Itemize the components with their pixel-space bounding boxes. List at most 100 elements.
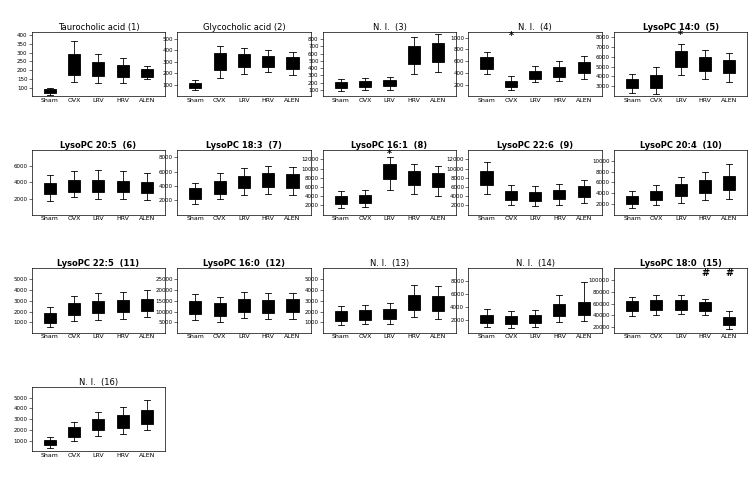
PathPatch shape <box>262 173 274 187</box>
PathPatch shape <box>699 180 711 193</box>
Text: #: # <box>725 267 733 278</box>
PathPatch shape <box>481 171 493 185</box>
PathPatch shape <box>190 83 202 88</box>
PathPatch shape <box>92 419 105 430</box>
PathPatch shape <box>335 196 347 204</box>
PathPatch shape <box>335 82 347 88</box>
PathPatch shape <box>141 299 153 311</box>
Title: LysoPC 20:4  (10): LysoPC 20:4 (10) <box>640 141 722 150</box>
Title: Taurocholic acid (1): Taurocholic acid (1) <box>58 22 139 32</box>
PathPatch shape <box>262 300 274 313</box>
PathPatch shape <box>578 62 590 73</box>
PathPatch shape <box>505 191 517 200</box>
PathPatch shape <box>723 176 735 190</box>
PathPatch shape <box>287 58 299 69</box>
PathPatch shape <box>578 303 590 315</box>
PathPatch shape <box>117 181 129 192</box>
PathPatch shape <box>214 53 226 70</box>
PathPatch shape <box>117 65 129 77</box>
PathPatch shape <box>723 317 735 325</box>
PathPatch shape <box>626 79 638 88</box>
PathPatch shape <box>481 57 493 69</box>
PathPatch shape <box>238 299 250 312</box>
PathPatch shape <box>44 89 56 93</box>
PathPatch shape <box>238 176 250 188</box>
PathPatch shape <box>699 303 711 311</box>
PathPatch shape <box>359 310 371 320</box>
PathPatch shape <box>650 75 663 88</box>
Title: N. I.  (4): N. I. (4) <box>518 22 552 32</box>
PathPatch shape <box>650 300 663 310</box>
PathPatch shape <box>384 164 396 179</box>
PathPatch shape <box>408 45 420 64</box>
PathPatch shape <box>117 300 129 312</box>
Title: N. I.  (13): N. I. (13) <box>370 259 409 268</box>
PathPatch shape <box>553 305 566 316</box>
PathPatch shape <box>214 181 226 194</box>
PathPatch shape <box>384 81 396 86</box>
PathPatch shape <box>68 304 80 315</box>
PathPatch shape <box>190 188 202 199</box>
PathPatch shape <box>626 301 638 311</box>
PathPatch shape <box>92 301 105 313</box>
PathPatch shape <box>626 196 638 203</box>
PathPatch shape <box>529 192 541 201</box>
PathPatch shape <box>359 81 371 87</box>
PathPatch shape <box>408 171 420 185</box>
PathPatch shape <box>68 54 80 75</box>
Title: N. I.  (16): N. I. (16) <box>79 378 118 386</box>
PathPatch shape <box>214 303 226 316</box>
PathPatch shape <box>68 427 80 437</box>
PathPatch shape <box>44 183 56 194</box>
Title: N. I.  (3): N. I. (3) <box>372 22 407 32</box>
PathPatch shape <box>699 57 711 71</box>
PathPatch shape <box>529 315 541 323</box>
PathPatch shape <box>675 300 687 309</box>
Title: Glycocholic acid (2): Glycocholic acid (2) <box>202 22 285 32</box>
PathPatch shape <box>92 62 105 76</box>
PathPatch shape <box>432 173 444 187</box>
PathPatch shape <box>578 186 590 198</box>
PathPatch shape <box>238 54 250 67</box>
Title: LysoPC 20:5  (6): LysoPC 20:5 (6) <box>60 141 136 150</box>
Title: LysoPC 22:5  (11): LysoPC 22:5 (11) <box>57 259 139 268</box>
Text: *: * <box>387 149 392 159</box>
PathPatch shape <box>44 313 56 323</box>
PathPatch shape <box>141 410 153 424</box>
PathPatch shape <box>408 295 420 310</box>
Title: LysoPC 18:0  (15): LysoPC 18:0 (15) <box>640 259 722 268</box>
PathPatch shape <box>44 440 56 446</box>
Title: LysoPC 22:6  (9): LysoPC 22:6 (9) <box>497 141 573 150</box>
PathPatch shape <box>675 184 687 196</box>
PathPatch shape <box>359 195 371 203</box>
Title: LysoPC 16:1  (8): LysoPC 16:1 (8) <box>351 141 428 150</box>
Title: LysoPC 18:3  (7): LysoPC 18:3 (7) <box>206 141 282 150</box>
PathPatch shape <box>117 415 129 428</box>
PathPatch shape <box>68 181 80 192</box>
PathPatch shape <box>190 301 202 314</box>
PathPatch shape <box>553 67 566 77</box>
Text: *: * <box>508 31 514 41</box>
Text: #: # <box>701 267 709 278</box>
PathPatch shape <box>432 296 444 311</box>
PathPatch shape <box>384 309 396 319</box>
Title: LysoPC 16:0  (12): LysoPC 16:0 (12) <box>203 259 285 268</box>
PathPatch shape <box>505 316 517 324</box>
PathPatch shape <box>481 315 493 323</box>
PathPatch shape <box>432 43 444 61</box>
PathPatch shape <box>262 56 274 67</box>
PathPatch shape <box>553 189 566 199</box>
PathPatch shape <box>287 174 299 188</box>
PathPatch shape <box>650 191 663 201</box>
PathPatch shape <box>92 180 105 192</box>
Title: N. I.  (14): N. I. (14) <box>516 259 555 268</box>
PathPatch shape <box>141 182 153 193</box>
PathPatch shape <box>529 71 541 79</box>
Text: *: * <box>678 30 684 40</box>
PathPatch shape <box>141 69 153 77</box>
PathPatch shape <box>675 51 687 67</box>
PathPatch shape <box>723 60 735 73</box>
Title: LysoPC 14:0  (5): LysoPC 14:0 (5) <box>643 22 719 32</box>
PathPatch shape <box>287 299 299 312</box>
PathPatch shape <box>335 311 347 321</box>
